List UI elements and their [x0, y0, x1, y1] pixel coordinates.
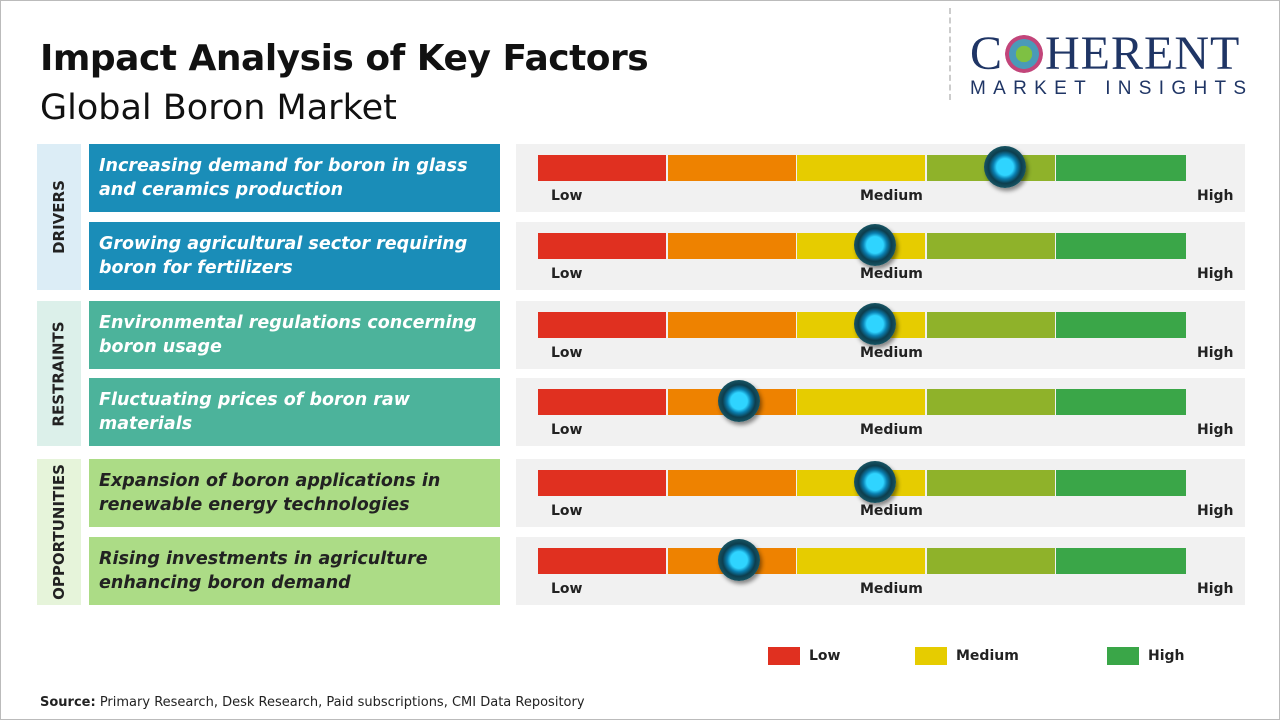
gauge-segment	[538, 312, 666, 338]
scale-high: High	[1197, 266, 1234, 282]
impact-marker	[983, 146, 1026, 188]
gauge-segment	[538, 470, 666, 496]
factor-label: Rising investments in agriculture enhanc…	[89, 537, 500, 605]
impact-gauge: Low Medium High	[516, 378, 1245, 446]
factor-label: Increasing demand for boron in glass and…	[89, 144, 500, 212]
legend-low: Low	[768, 647, 840, 665]
legend-medium: Medium	[915, 647, 1019, 665]
page-title: Impact Analysis of Key Factors	[40, 38, 649, 79]
gauge-segment	[667, 312, 796, 338]
impact-gauge: Low Medium High	[516, 301, 1245, 369]
gauge-segment	[538, 389, 666, 415]
category-restraints: RESTRAINTS	[37, 301, 81, 446]
gauge-segment	[1056, 233, 1186, 259]
scale-medium: Medium	[860, 581, 923, 597]
impact-gauge: Low Medium High	[516, 222, 1245, 290]
factor-label: Growing agricultural sector requiring bo…	[89, 222, 500, 290]
gauge-segment	[926, 312, 1055, 338]
gauge-segment	[926, 233, 1055, 259]
factor-label: Fluctuating prices of boron raw material…	[89, 378, 500, 446]
impact-gauge: Low Medium High	[516, 144, 1245, 212]
scale-high: High	[1197, 581, 1234, 597]
scale-medium: Medium	[860, 266, 923, 282]
gauge-segment	[1056, 155, 1186, 181]
gauge-segment	[538, 233, 666, 259]
legend-high: High	[1107, 647, 1185, 665]
category-opportunities: OPPORTUNITIES	[37, 459, 81, 605]
scale-high: High	[1197, 345, 1234, 361]
gauge-segment	[797, 548, 926, 574]
gauge-segment	[797, 155, 926, 181]
source-note: Source: Primary Research, Desk Research,…	[40, 695, 585, 710]
factor-label: Expansion of boron applications in renew…	[89, 459, 500, 527]
gauge-segment	[667, 155, 796, 181]
page-subtitle: Global Boron Market	[40, 88, 397, 128]
impact-marker	[717, 539, 760, 581]
gauge-segment	[926, 389, 1055, 415]
gauge-segment	[1056, 389, 1186, 415]
factor-label: Environmental regulations concerning bor…	[89, 301, 500, 369]
logo: C HERENT MARKET INSIGHTS	[970, 27, 1254, 100]
scale-low: Low	[551, 188, 583, 204]
gauge-segment	[1056, 312, 1186, 338]
gauge-segment	[926, 548, 1055, 574]
gauge-segment	[797, 389, 926, 415]
scale-high: High	[1197, 422, 1234, 438]
impact-gauge: Low Medium High	[516, 459, 1245, 527]
globe-icon	[1005, 35, 1044, 73]
impact-marker	[717, 380, 760, 422]
impact-marker	[853, 303, 896, 345]
scale-low: Low	[551, 503, 583, 519]
gauge-segment	[1056, 470, 1186, 496]
impact-marker	[853, 461, 896, 503]
gauge-segment	[1056, 548, 1186, 574]
gauge-segment	[926, 470, 1055, 496]
scale-medium: Medium	[860, 503, 923, 519]
scale-high: High	[1197, 503, 1234, 519]
impact-gauge: Low Medium High	[516, 537, 1245, 605]
scale-low: Low	[551, 422, 583, 438]
gauge-segment	[667, 233, 796, 259]
scale-medium: Medium	[860, 188, 923, 204]
impact-marker	[853, 224, 896, 266]
gauge-segment	[538, 155, 666, 181]
scale-medium: Medium	[860, 345, 923, 361]
scale-medium: Medium	[860, 422, 923, 438]
gauge-segment	[667, 470, 796, 496]
category-drivers: DRIVERS	[37, 144, 81, 290]
gauge-segment	[538, 548, 666, 574]
divider	[949, 8, 951, 100]
scale-low: Low	[551, 345, 583, 361]
scale-low: Low	[551, 266, 583, 282]
scale-low: Low	[551, 581, 583, 597]
scale-high: High	[1197, 188, 1234, 204]
